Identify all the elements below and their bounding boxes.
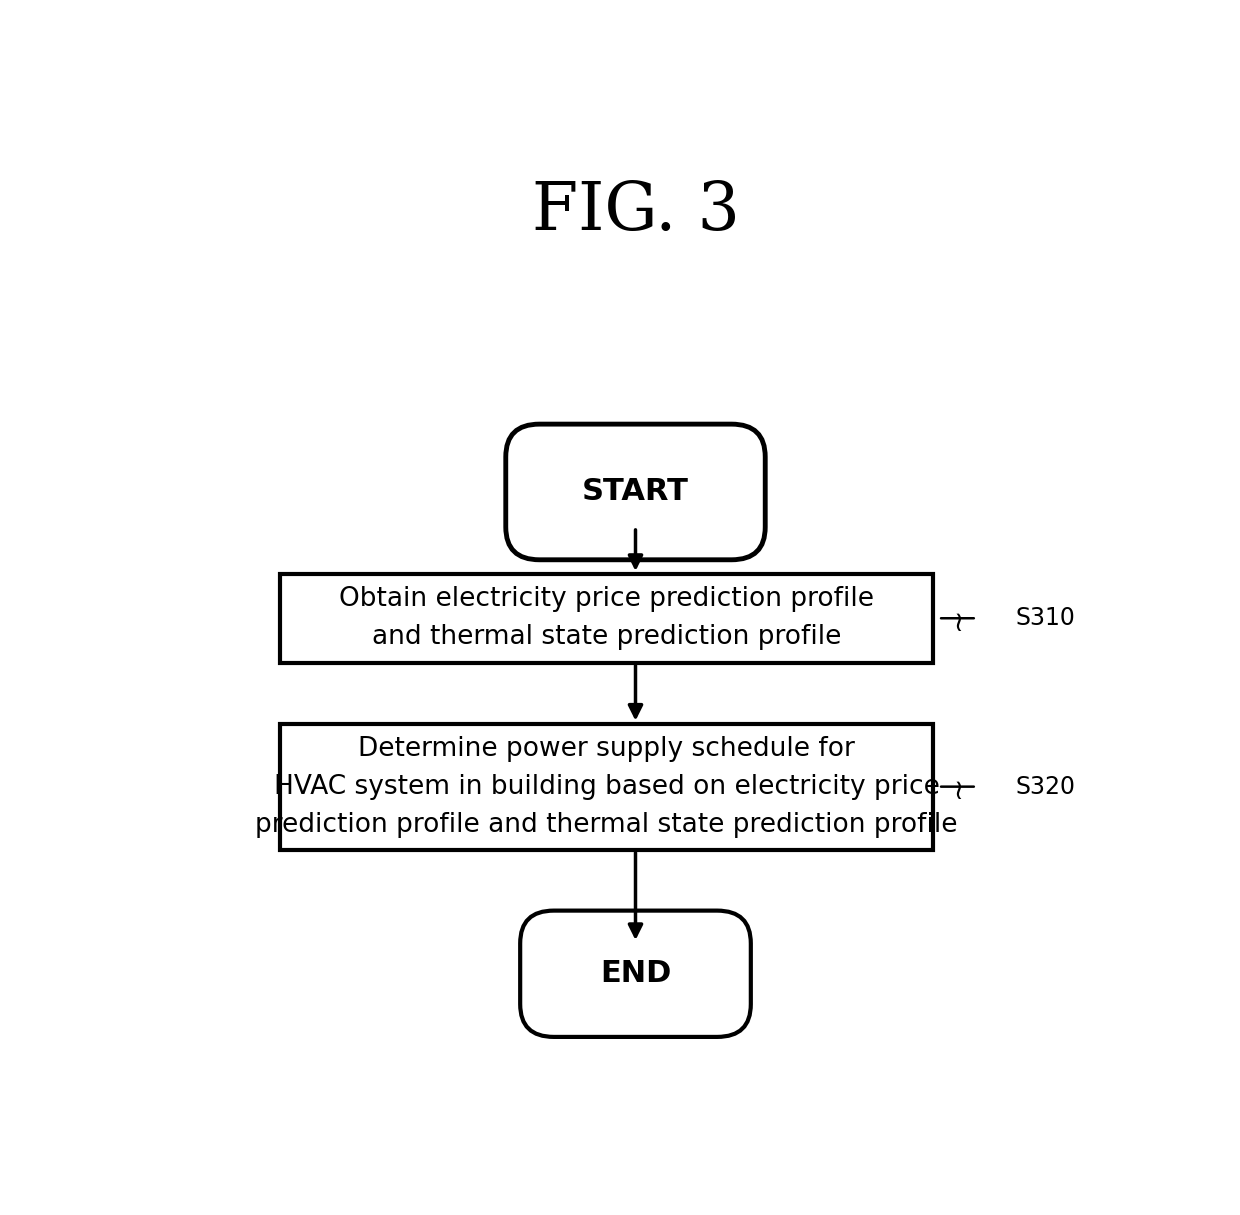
Text: S310: S310 [1016,606,1075,631]
FancyBboxPatch shape [280,723,934,849]
Text: FIG. 3: FIG. 3 [532,179,739,244]
FancyBboxPatch shape [506,424,765,560]
FancyBboxPatch shape [521,910,751,1036]
Text: END: END [600,960,671,988]
FancyBboxPatch shape [280,573,934,662]
Text: Obtain electricity price prediction profile
and thermal state prediction profile: Obtain electricity price prediction prof… [340,587,874,650]
Text: START: START [582,477,689,507]
Text: ~: ~ [944,775,972,798]
Text: ~: ~ [944,606,972,629]
Text: S320: S320 [1016,775,1075,798]
Text: Determine power supply schedule for
HVAC system in building based on electricity: Determine power supply schedule for HVAC… [255,735,959,837]
